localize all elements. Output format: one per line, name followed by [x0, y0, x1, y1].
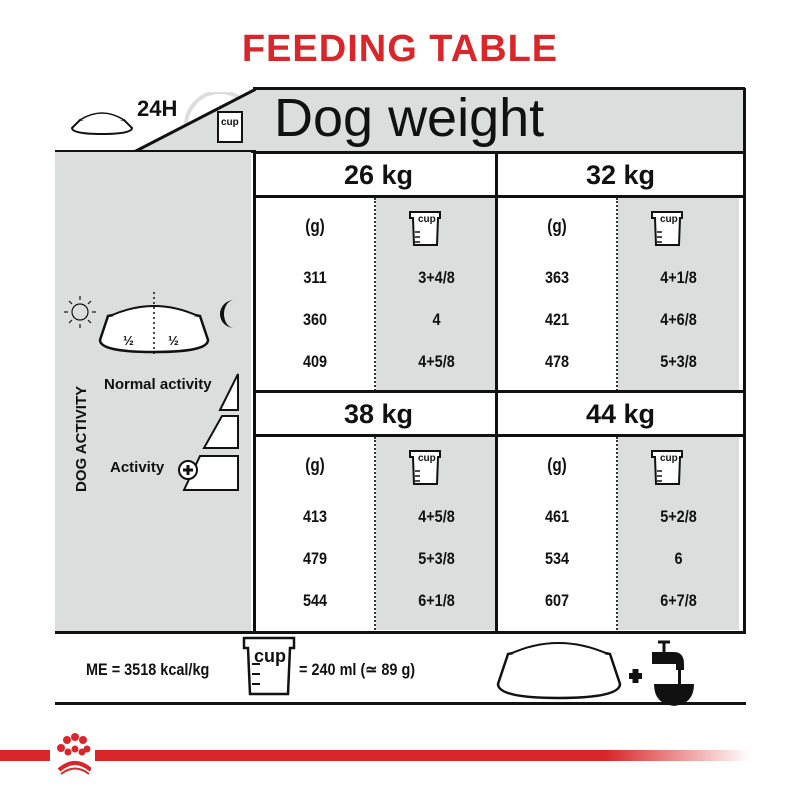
- divider: [496, 151, 743, 154]
- grams-value: 479: [302, 549, 328, 568]
- grams-value: 409: [302, 352, 328, 371]
- cups-value: 3+4/8: [418, 268, 455, 287]
- grams-value: 421: [544, 310, 570, 329]
- divider: [254, 390, 501, 393]
- dotted-divider: [616, 437, 618, 630]
- page-title: FEEDING TABLE: [241, 28, 559, 70]
- activity-panel: [55, 152, 251, 632]
- grams-value: 544: [302, 591, 328, 610]
- divider: [254, 151, 501, 154]
- dog-weight-title: Dog weight: [274, 88, 545, 148]
- energy-value: ME = 3518 kcal/kg: [86, 660, 210, 679]
- cup-icon: [409, 211, 441, 246]
- weight-header: 38 kg: [256, 392, 501, 434]
- grams-header: (g): [547, 455, 567, 475]
- grams-value: 360: [302, 310, 328, 329]
- divider: [253, 150, 256, 633]
- divider: [55, 702, 746, 705]
- bowl-water-icon: [496, 640, 694, 706]
- cup-icon: [651, 450, 683, 485]
- royal-canin-crown-logo: [57, 733, 91, 775]
- grams-value: 311: [303, 268, 327, 287]
- divider: [496, 390, 743, 393]
- half-right-label: ½: [168, 333, 179, 348]
- duration-label: 24H: [137, 96, 178, 121]
- cups-value: 6: [674, 549, 683, 568]
- grams-value: 461: [544, 507, 570, 526]
- divider: [496, 195, 743, 198]
- half-bowl-icon: [64, 292, 234, 354]
- brand-bar-right: [95, 750, 750, 761]
- grams-header: (g): [547, 216, 567, 236]
- grams-header: (g): [305, 455, 325, 475]
- dog-activity-label: DOG ACTIVITY: [73, 385, 90, 492]
- cups-value: 4+1/8: [660, 268, 697, 287]
- cups-value: 6+7/8: [660, 591, 697, 610]
- cups-value: 5+3/8: [660, 352, 697, 371]
- cups-value: 4+5/8: [418, 352, 455, 371]
- divider: [495, 152, 498, 633]
- grams-header: (g): [305, 216, 325, 236]
- high-activity-label: Activity: [110, 459, 165, 476]
- diagonal-header: [133, 88, 256, 154]
- normal-activity-label: Normal activity: [104, 376, 212, 393]
- weight-header: 26 kg: [256, 153, 501, 195]
- cups-value: 5+2/8: [660, 507, 697, 526]
- dog-weight-header: Dog weight: [256, 88, 745, 151]
- brand-bar-left: [0, 750, 50, 761]
- dotted-divider: [374, 198, 376, 391]
- weight-header: 44 kg: [498, 392, 743, 434]
- cups-value: 4+6/8: [660, 310, 697, 329]
- cups-value: 4+5/8: [418, 507, 455, 526]
- cup-icon: [651, 211, 683, 246]
- half-left-label: ½: [123, 333, 134, 348]
- cups-value: 4: [432, 310, 441, 329]
- cups-value: 6+1/8: [418, 591, 455, 610]
- grams-value: 413: [302, 507, 328, 526]
- divider: [55, 150, 255, 153]
- divider: [55, 631, 746, 634]
- activity-level-icon: [178, 373, 239, 491]
- cup-equivalent: = 240 ml (≃ 89 g): [299, 660, 416, 679]
- cup-label: cup: [418, 453, 436, 464]
- dotted-divider: [374, 437, 376, 630]
- grams-value: 363: [544, 268, 570, 287]
- divider: [254, 434, 501, 437]
- grams-value: 478: [544, 352, 570, 371]
- cup-label: cup: [660, 214, 678, 225]
- divider: [254, 195, 501, 198]
- cup-icon: [242, 636, 296, 696]
- cups-value: 5+3/8: [418, 549, 455, 568]
- weight-header: 32 kg: [498, 153, 743, 195]
- dotted-divider: [616, 198, 618, 391]
- divider: [253, 87, 745, 90]
- cup-icon: [409, 450, 441, 485]
- cup-label: cup: [418, 214, 436, 225]
- cup-label: cup: [254, 646, 287, 666]
- divider: [743, 88, 746, 633]
- cup-label: cup: [660, 453, 678, 464]
- divider: [496, 434, 743, 437]
- grams-value: 607: [544, 591, 570, 610]
- cup-icon: cup: [221, 117, 239, 128]
- grams-value: 534: [544, 549, 570, 568]
